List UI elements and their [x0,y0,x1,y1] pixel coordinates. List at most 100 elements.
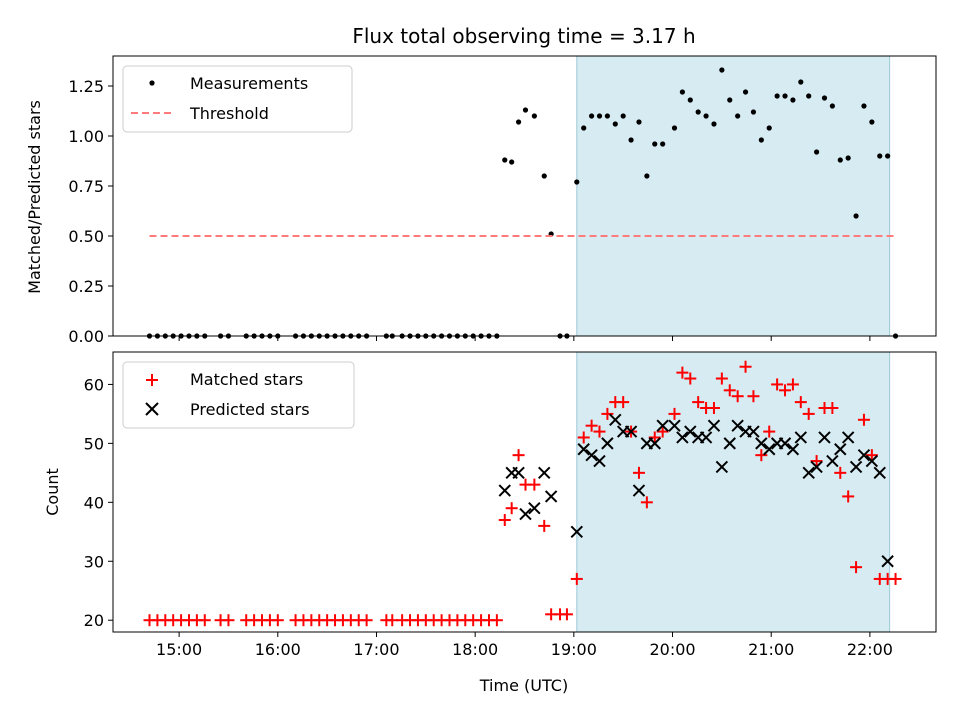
measurement-point [735,113,741,119]
matched-star-point [505,502,518,515]
measurement-point [620,113,626,119]
legend-predicted-marker [145,402,159,416]
matched-star-point [648,431,661,444]
x-tick-label: 16:00 [255,640,301,659]
measurement-point [758,137,764,143]
measurement-point [660,141,666,147]
predicted-star-point [763,443,776,456]
matched-star-point [857,413,870,426]
predicted-star-point [841,431,855,444]
measurement-point [574,179,580,185]
matched-star-point [692,396,705,409]
matched-star-point [786,378,799,391]
legend-matched-label: Matched stars [190,370,303,389]
predicted-star-point [656,419,669,432]
matched-star-point [560,608,573,621]
matched-star-point [360,614,373,627]
measurement-point [774,93,780,99]
measurement-point [766,125,772,131]
x-tick-label: 21:00 [748,640,794,659]
predicted-star-point [755,437,768,450]
y-tick-label: 30 [84,552,104,571]
bottom-axes-frame [112,351,937,633]
x-tick-label: 22:00 [847,640,893,659]
matched-star-point [512,449,525,462]
predicted-star-point [684,425,697,438]
matched-star-point [498,514,511,526]
measurement-point [877,153,883,159]
x-axis-label: Time (UTC) [479,676,568,695]
predicted-star-point [577,443,590,456]
y-tick-label: 0.75 [68,177,104,196]
predicted-star-point [707,419,721,432]
matched-star-point [528,478,541,491]
predicted-star-point [512,466,525,480]
matched-star-point [538,519,551,532]
y-tick-label: 1.00 [68,127,104,146]
measurement-point [612,121,618,127]
measurement-point [636,119,642,125]
predicted-star-point [715,460,729,474]
predicted-star-point [818,431,831,444]
measurement-point [750,109,757,115]
predicted-star-point [723,437,736,450]
matched-star-point [810,455,823,468]
measurement-point [596,113,603,119]
top-x-ticks [178,336,871,341]
predicted-star-point [624,425,638,438]
legend-measurements-label: Measurements [190,74,308,93]
measurement-point [813,149,820,155]
measurement-point [509,159,515,165]
x-tick-label: 15:00 [156,640,202,659]
matched-star-point [779,384,792,397]
measurement-point [782,93,788,99]
predicted-star-point [676,431,689,444]
matched-star-point [850,561,863,574]
top-axes-frame [112,55,937,337]
measurement-point [531,113,537,119]
predicted-star-point [609,413,622,426]
matched-star-point [842,490,855,503]
measurement-point [845,155,851,161]
predicted-star-point [648,437,661,450]
predicted-star-point [498,484,511,497]
bottom-y-axis-label: Count [43,468,62,516]
matched-star-point [490,614,503,627]
predicted-star-point [834,443,847,456]
predicted-star-point [873,466,886,480]
matched-star-point [794,396,807,409]
predicted-star-point [778,437,792,450]
measurement-point [861,103,867,109]
measurement-point [687,97,693,103]
bottom-y-axis: 20 30 40 50 60 [84,375,113,630]
predicted-star-point [857,448,871,462]
measurement-point [502,157,508,163]
measurement-point [644,173,650,179]
y-tick-label: 50 [84,434,104,453]
y-tick-label: 1.25 [68,77,104,96]
measurement-point [719,67,725,73]
measurement-point [790,97,796,103]
predicted-star-point [538,466,551,480]
matched-star-point [632,466,645,479]
predicted-star-point [519,507,532,521]
matched-star-point [763,425,776,438]
matched-star-point [834,466,847,479]
predicted-star-point [881,555,894,568]
bottom-observing-window-shade [576,351,891,633]
top-panel: 0.00 0.25 0.50 0.75 1.00 1.25 Flux total obse… [25,24,937,346]
matched-star-point [668,407,681,420]
matched-star-point [593,425,606,438]
matched-star-point [755,449,768,462]
measurement-point [821,95,828,101]
matched-star-point [731,390,744,403]
legend-threshold-label: Threshold [189,104,269,123]
x-tick-label: 19:00 [551,640,597,659]
matched-star-point [747,390,760,403]
matched-star-point [617,396,630,409]
predicted-star-point [699,431,713,444]
bottom-legend: Matched stars Predicted stars [122,361,355,429]
measurement-point [798,79,804,85]
matched-star-point [585,419,598,432]
